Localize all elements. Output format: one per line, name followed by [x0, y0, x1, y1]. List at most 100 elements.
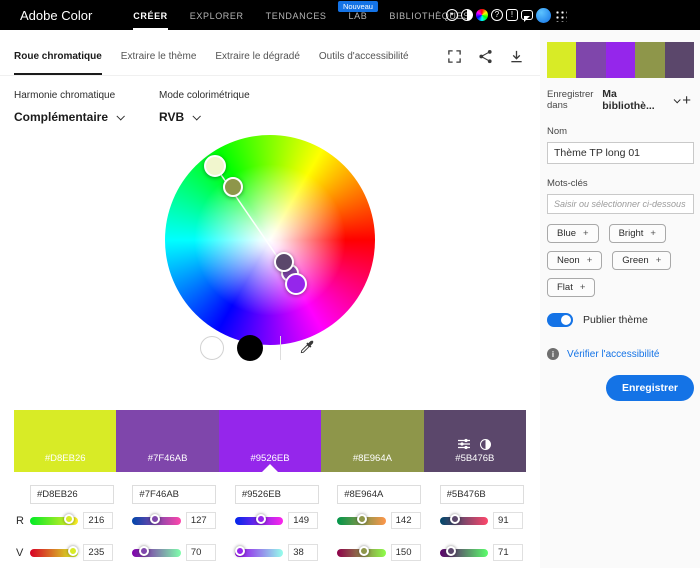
theme-strip-color[interactable]: [547, 42, 577, 78]
hex-input[interactable]: [234, 485, 319, 504]
color-wheel-icon[interactable]: [476, 9, 488, 21]
harmony-dropdown[interactable]: Complémentaire: [14, 110, 125, 124]
tab-extraire-le-theme[interactable]: Extraire le thème: [121, 38, 197, 75]
channel-value-input[interactable]: [493, 512, 524, 529]
slider-handle[interactable]: [256, 513, 267, 524]
white-option[interactable]: [200, 336, 224, 360]
color-wheel[interactable]: [165, 135, 375, 345]
color-handle[interactable]: [204, 155, 226, 177]
hex-input[interactable]: [439, 485, 524, 504]
nav-item-lab[interactable]: Nouveau LAB: [337, 0, 378, 30]
channel-value-input[interactable]: [83, 544, 114, 561]
tag-chip-flat[interactable]: Flat +: [547, 278, 596, 297]
slider-cell: [321, 512, 423, 529]
tab-extraire-le-degrade[interactable]: Extraire le dégradé: [215, 38, 300, 75]
channel-slider[interactable]: [234, 545, 284, 557]
tab-outils-d-accessibilite[interactable]: Outils d'accessibilité: [319, 38, 409, 75]
channel-value-input[interactable]: [83, 512, 114, 529]
tab-list: Roue chromatique Extraire le thème Extrair…: [14, 38, 428, 75]
tag-chip-green[interactable]: Green +: [612, 251, 672, 270]
color-handle[interactable]: [274, 252, 294, 272]
eyedropper-icon[interactable]: [298, 339, 316, 357]
channel-slider[interactable]: [30, 513, 79, 525]
slider-handle[interactable]: [67, 545, 78, 556]
share-icon[interactable]: [478, 49, 493, 64]
sparkle-circle-icon[interactable]: [446, 9, 458, 21]
channel-slider[interactable]: [439, 545, 489, 557]
channel-slider[interactable]: [439, 513, 489, 525]
fullscreen-icon[interactable]: [447, 49, 462, 64]
slider-handle[interactable]: [358, 545, 369, 556]
chat-icon[interactable]: [521, 10, 533, 22]
help-icon[interactable]: [491, 9, 503, 21]
nav-item-tendances[interactable]: TENDANCES: [266, 0, 327, 30]
channel-value-input[interactable]: [185, 544, 216, 561]
toggle-knob: [561, 315, 571, 325]
slider-handle[interactable]: [357, 513, 368, 524]
hex-row: [14, 484, 526, 504]
apps-grid-icon[interactable]: [554, 8, 567, 22]
publish-toggle[interactable]: [547, 313, 573, 327]
color-handle[interactable]: [285, 273, 307, 295]
channel-slider[interactable]: [234, 513, 284, 525]
tag-chip-neon[interactable]: Neon +: [547, 251, 603, 270]
channel-value-input[interactable]: [288, 512, 319, 529]
contrast-icon[interactable]: [461, 9, 473, 21]
slider-handle[interactable]: [235, 545, 246, 556]
avatar[interactable]: [536, 7, 551, 23]
save-button[interactable]: Enregistrer: [605, 375, 694, 401]
contrast-icon[interactable]: [480, 438, 492, 450]
theme-name-input[interactable]: [547, 142, 694, 164]
slider-handle[interactable]: [449, 513, 460, 524]
color-handle[interactable]: [223, 177, 243, 197]
keywords-input[interactable]: [547, 194, 694, 214]
feedback-icon[interactable]: [506, 9, 518, 21]
hex-input[interactable]: [132, 485, 217, 504]
wheel-box: [165, 135, 375, 345]
swatch-d8eb26[interactable]: #D8EB26: [14, 410, 117, 472]
color-mode-dropdown[interactable]: RVB: [159, 110, 250, 124]
hex-input[interactable]: [30, 485, 114, 504]
hex-input[interactable]: [337, 485, 422, 504]
accessibility-link[interactable]: Vérifier l'accessibilité: [567, 348, 660, 360]
channel-slider[interactable]: [30, 545, 79, 557]
swatch-hex-label: #9526EB: [250, 453, 290, 464]
nav-item-bibliotheques[interactable]: BIBLIOTHÈQUES: [389, 0, 469, 30]
tag-chip-blue[interactable]: Blue +: [547, 224, 599, 243]
library-dropdown[interactable]: Ma bibliothè...: [602, 88, 682, 112]
channel-slider[interactable]: [337, 513, 386, 525]
nav-item-explorer[interactable]: EXPLORER: [190, 0, 244, 30]
publish-row: Publier thème: [547, 313, 694, 327]
channel-value-input[interactable]: [390, 544, 421, 561]
nav-item-label: LAB: [348, 11, 368, 21]
channel-slider[interactable]: [132, 513, 181, 525]
tag-chip-bright[interactable]: Bright +: [608, 224, 666, 243]
channel-value-input[interactable]: [493, 544, 524, 561]
chevron-down-icon: [116, 112, 125, 121]
theme-strip-color[interactable]: [664, 42, 695, 78]
swatch-7f46ab[interactable]: #7F46AB: [116, 410, 219, 472]
slider-handle[interactable]: [138, 545, 149, 556]
slider-handle[interactable]: [149, 513, 160, 524]
channel-value-input[interactable]: [288, 544, 319, 561]
channel-slider[interactable]: [337, 545, 386, 557]
black-option[interactable]: [237, 335, 263, 361]
channel-value-input[interactable]: [185, 512, 216, 529]
theme-strip-color[interactable]: [605, 42, 636, 78]
nav-item-creer[interactable]: CRÉER: [133, 0, 168, 30]
swatch-hex-label: #D8EB26: [44, 453, 86, 464]
slider-handle[interactable]: [64, 513, 74, 524]
add-library-button[interactable]: +: [682, 91, 691, 109]
swatch-8e964a[interactable]: #8E964A: [321, 410, 424, 472]
channel-value-input[interactable]: [390, 512, 421, 529]
channel-slider[interactable]: [132, 545, 181, 557]
app-logo[interactable]: Adobe Color: [20, 7, 93, 23]
download-icon[interactable]: [509, 49, 524, 64]
swatch-9526eb[interactable]: #9526EB: [218, 410, 322, 472]
adjust-sliders-icon[interactable]: [458, 438, 471, 450]
slider-handle[interactable]: [446, 545, 457, 556]
tab-roue-chromatique[interactable]: Roue chromatique: [14, 38, 102, 75]
swatch-5b476b[interactable]: #5B476B: [423, 410, 527, 472]
theme-strip-color[interactable]: [635, 42, 665, 78]
theme-strip-color[interactable]: [576, 42, 606, 78]
